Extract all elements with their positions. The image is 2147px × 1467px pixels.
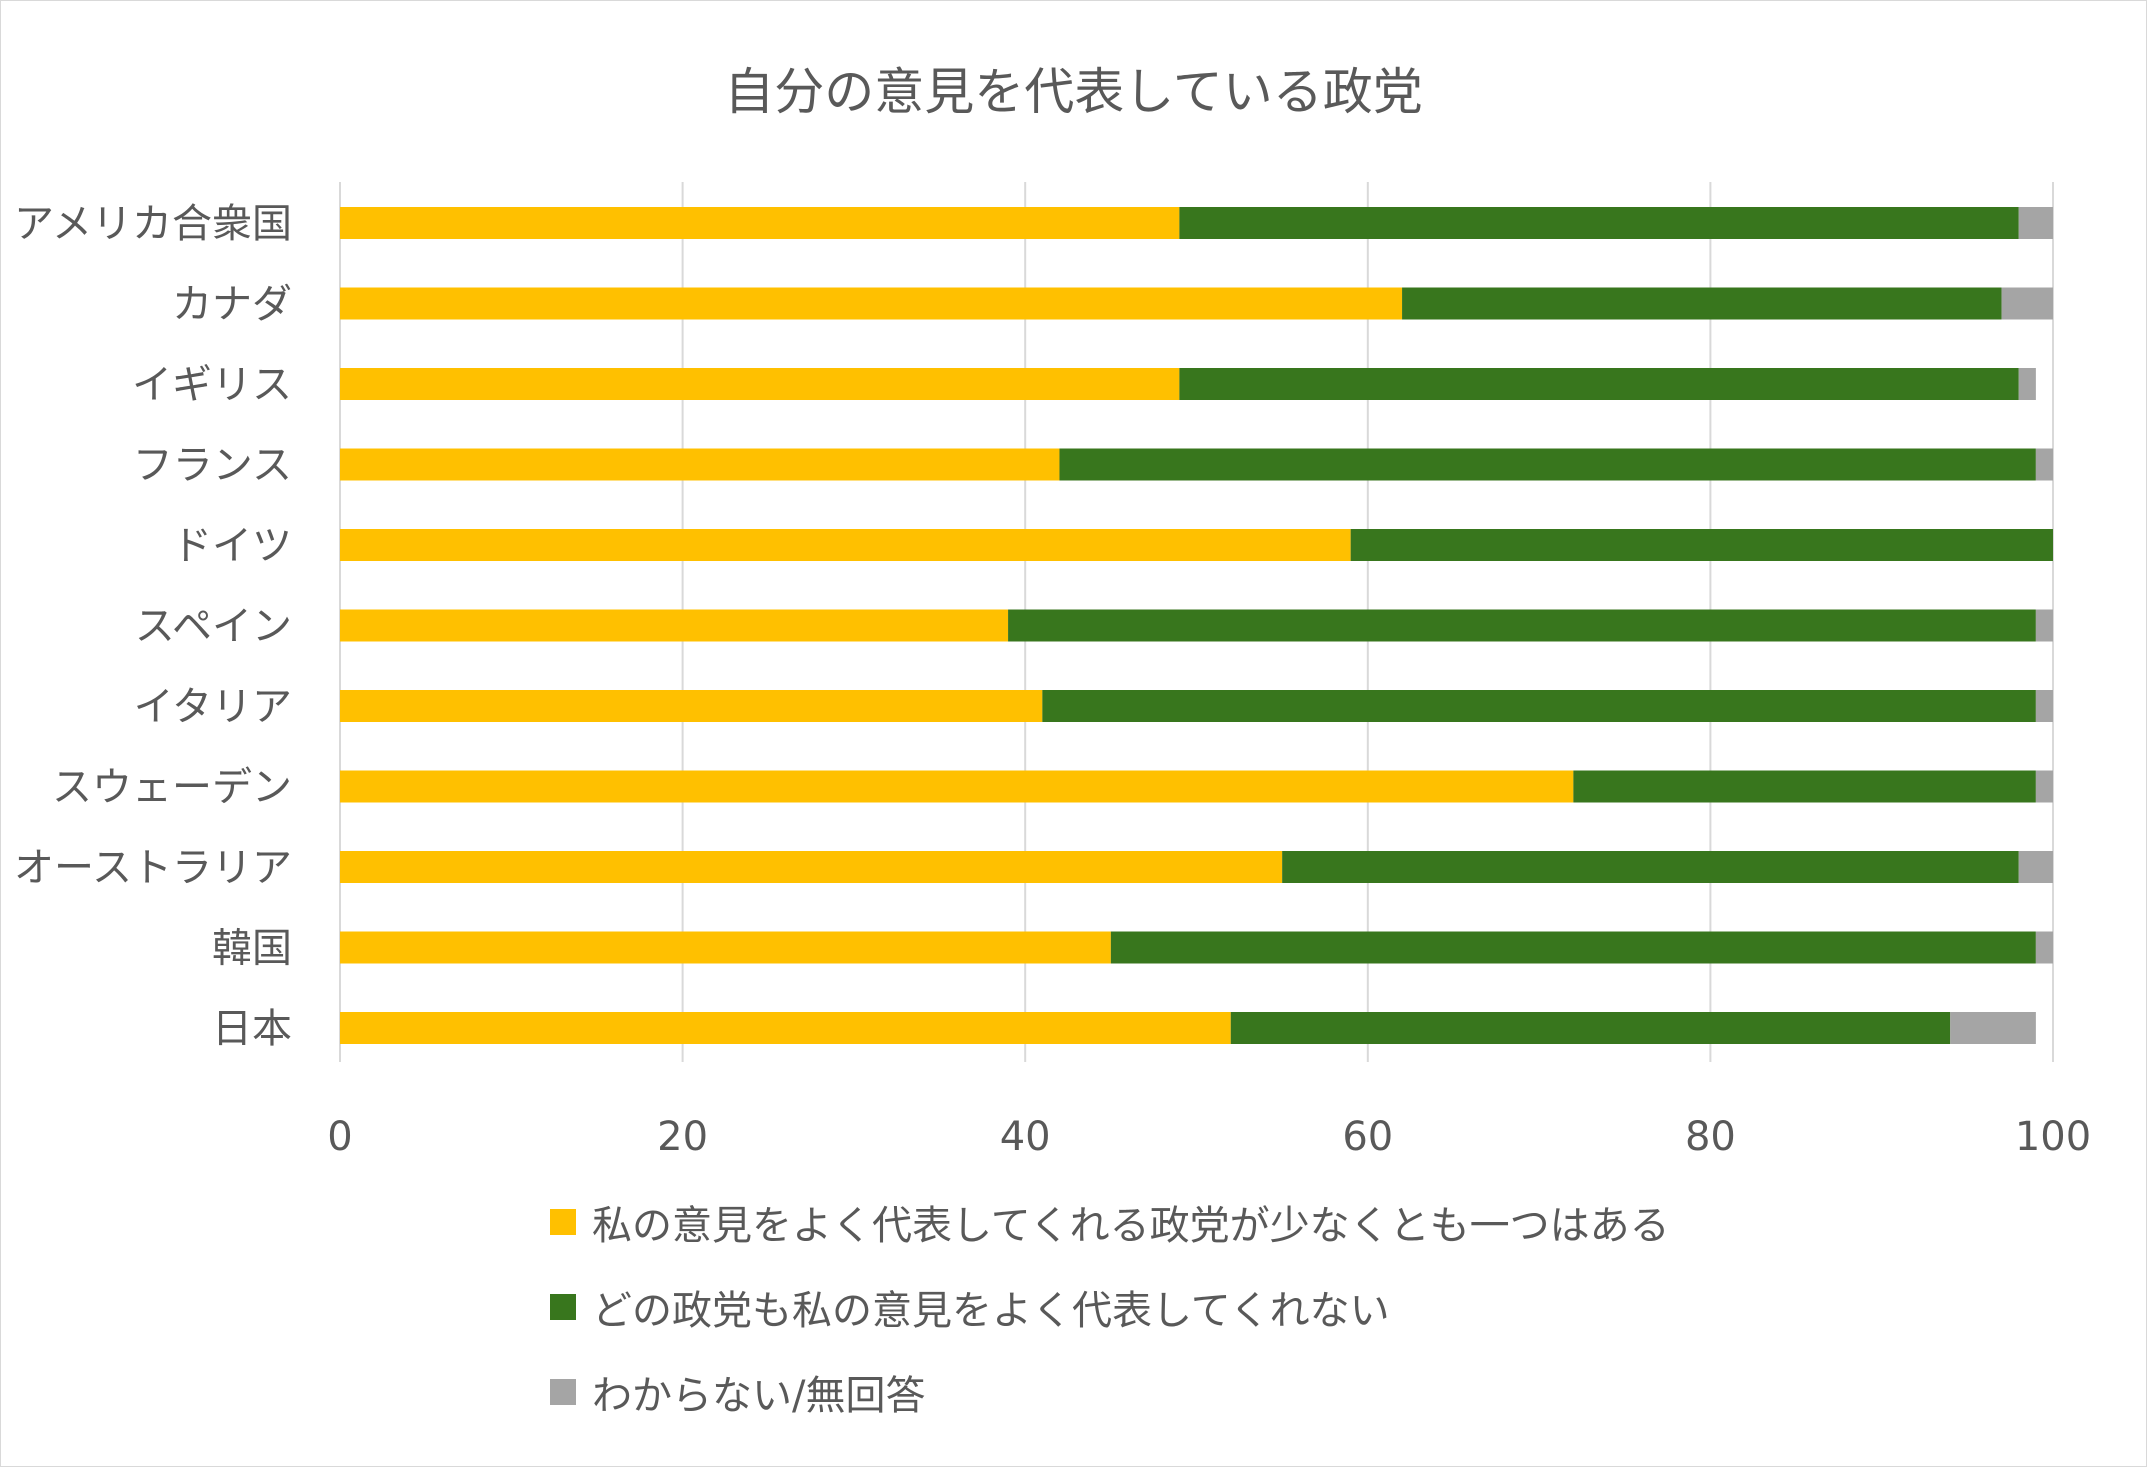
category-label: スペイン <box>135 604 292 650</box>
bar-segment-1 <box>340 851 1283 883</box>
bar-segment-2 <box>1042 690 2036 722</box>
category-axis: アメリカ合衆国カナダイギリスフランスドイツスペインイタリアスウェーデンオーストラ… <box>14 201 292 1052</box>
bar-segment-2 <box>1179 207 2019 239</box>
bar-segment-1 <box>340 207 1180 239</box>
bar-segment-3 <box>2018 207 2053 239</box>
x-tick-label: 40 <box>1000 1114 1051 1160</box>
bar-segment-2 <box>1008 609 2036 642</box>
bar-segment-3 <box>2035 931 2053 964</box>
legend-swatch <box>550 1379 576 1405</box>
category-label: 日本 <box>212 1006 292 1052</box>
legend-label: 私の意見をよく代表してくれる政党が少なくとも一つはある <box>592 1203 1670 1249</box>
bar-segment-2 <box>1179 368 2019 400</box>
legend-label: わからない/無回答 <box>592 1373 926 1419</box>
legend-item-1: 私の意見をよく代表してくれる政党が少なくとも一つはある <box>550 1200 1670 1249</box>
category-label: スウェーデン <box>52 765 292 811</box>
bar-segment-1 <box>340 609 1009 642</box>
category-label: カナダ <box>172 282 292 328</box>
bars <box>340 207 2053 1044</box>
bar-segment-1 <box>340 368 1180 400</box>
bar-segment-1 <box>340 529 1351 561</box>
bar-segment-2 <box>1059 448 2036 481</box>
bar-segment-1 <box>340 770 1574 803</box>
bar-segment-3 <box>2018 851 2053 883</box>
value-axis: 0 20 40 60 80 100 <box>327 1114 2091 1160</box>
bar-segment-1 <box>340 448 1060 481</box>
x-tick-label: 100 <box>2015 1114 2091 1160</box>
legend-swatch <box>550 1294 576 1320</box>
bar-segment-3 <box>1950 1012 2036 1044</box>
bar-segment-2 <box>1350 529 2053 561</box>
bar-segment-2 <box>1110 931 2036 964</box>
bar-segment-2 <box>1402 287 2002 320</box>
bar-segment-1 <box>340 931 1111 964</box>
category-label: フランス <box>133 443 292 489</box>
bar-segment-3 <box>2035 770 2053 803</box>
x-tick-label: 80 <box>1685 1114 1736 1160</box>
bar-segment-3 <box>2001 287 2053 320</box>
category-label: オーストラリア <box>14 845 292 891</box>
bar-segment-3 <box>2018 368 2036 400</box>
legend-swatch <box>550 1209 576 1235</box>
bar-segment-1 <box>340 1012 1231 1044</box>
legend-item-3: わからない/無回答 <box>550 1370 1670 1419</box>
bar-segment-3 <box>2035 448 2053 481</box>
category-label: アメリカ合衆国 <box>14 201 292 247</box>
bar-segment-1 <box>340 287 1403 320</box>
bar-segment-2 <box>1573 770 2036 803</box>
x-tick-label: 60 <box>1342 1114 1393 1160</box>
bar-segment-2 <box>1230 1012 1951 1044</box>
legend-label: どの政党も私の意見をよく代表してくれない <box>592 1288 1390 1334</box>
bar-segment-3 <box>2035 609 2053 642</box>
bar-segment-1 <box>340 690 1043 722</box>
category-label: イタリア <box>134 684 292 730</box>
x-tick-label: 0 <box>327 1114 352 1160</box>
bar-segment-2 <box>1282 851 2019 883</box>
x-tick-label: 20 <box>657 1114 708 1160</box>
category-label: 韓国 <box>212 926 292 972</box>
bar-segment-3 <box>2035 690 2053 722</box>
category-label: イギリス <box>132 362 292 408</box>
legend: 私の意見をよく代表してくれる政党が少なくとも一つはある どの政党も私の意見をよく代… <box>550 1200 1670 1455</box>
legend-item-2: どの政党も私の意見をよく代表してくれない <box>550 1285 1670 1334</box>
category-label: ドイツ <box>172 523 292 569</box>
chart-title: 自分の意見を代表している政党 <box>724 63 1423 121</box>
